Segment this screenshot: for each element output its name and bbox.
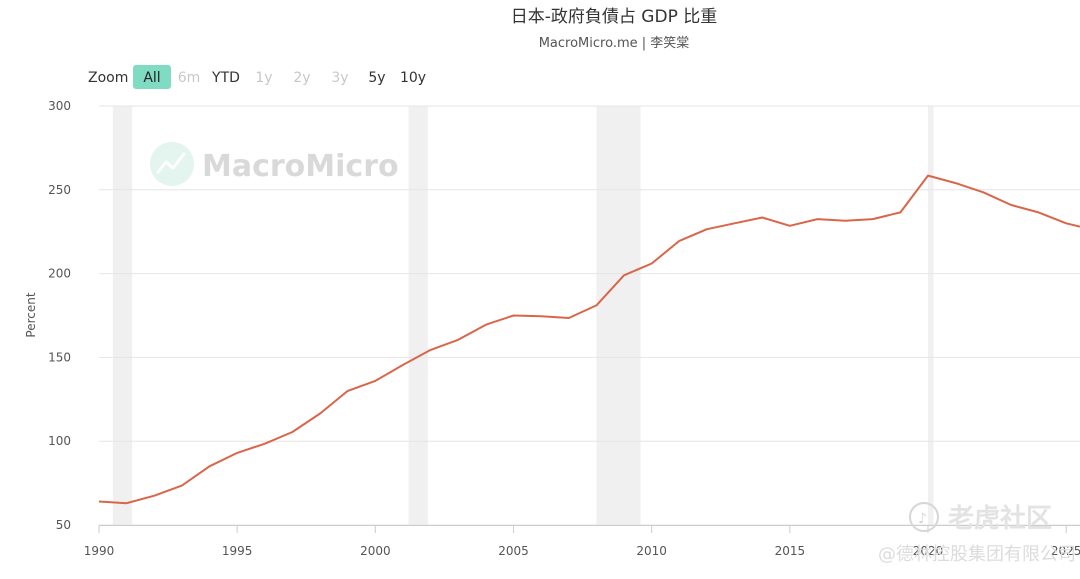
tiger-glyph: ♪	[918, 511, 927, 527]
recession-bands	[112, 106, 934, 525]
x-tick-label: 1990	[84, 544, 115, 558]
zoom-button-5y[interactable]: 5y	[368, 70, 385, 86]
community-watermark-text: 老虎社区	[948, 503, 1052, 534]
x-tick-label: 2015	[775, 544, 806, 558]
x-tick-label: 2010	[636, 544, 667, 558]
community-watermark: ♪ 老虎社区	[909, 502, 1052, 534]
macromicro-watermark-text: MacroMicro	[202, 149, 399, 184]
series-line	[98, 174, 1080, 505]
x-tick-label: 2025	[1051, 544, 1080, 558]
x-tick-label: 2020	[913, 544, 944, 558]
chart-subtitle: MacroMicro.me | 李笑棠	[539, 35, 690, 51]
company-watermark-text: @德林控股集团有限公司	[878, 544, 1076, 565]
zoom-button-3y[interactable]: 3y	[331, 70, 348, 86]
recession-band	[112, 106, 133, 525]
zoom-button-6m[interactable]: 6m	[178, 70, 201, 86]
zoom-label: Zoom	[88, 70, 128, 86]
macromicro-watermark: MacroMicro	[150, 142, 399, 186]
y-tick-label: 50	[56, 518, 71, 532]
y-axis-ticks: 50 100 150 200 250 300	[48, 99, 71, 532]
recession-band	[408, 106, 428, 525]
zoom-button-all[interactable]: All	[143, 70, 160, 86]
y-tick-label: 250	[48, 183, 71, 197]
tiger-community-icon	[909, 502, 939, 532]
y-tick-label: 150	[48, 350, 71, 364]
zoom-button-ytd[interactable]: YTD	[211, 70, 240, 86]
x-tick-label: 2005	[498, 544, 529, 558]
y-tick-label: 100	[48, 434, 71, 448]
x-axis: 1990 1995 2000 2005 2010 2015 2020 2025	[84, 525, 1080, 558]
recession-band	[928, 106, 934, 525]
zoom-button-all-bg[interactable]	[133, 65, 171, 89]
x-tick-label: 2000	[360, 544, 391, 558]
logo-chart-glyph	[156, 152, 186, 174]
macromicro-logo-icon	[150, 142, 194, 186]
y-axis-title: Percent	[24, 292, 38, 337]
x-tick-label: 1995	[222, 544, 253, 558]
y-tick-label: 300	[48, 99, 71, 113]
y-tick-label: 200	[48, 267, 71, 281]
chart-title: 日本-政府負債占 GDP 比重	[511, 7, 717, 27]
recession-band	[596, 106, 641, 525]
zoom-button-10y[interactable]: 10y	[400, 70, 426, 86]
zoom-button-2y[interactable]: 2y	[293, 70, 310, 86]
zoom-button-1y[interactable]: 1y	[255, 70, 272, 86]
zoom-controls: Zoom All 6m YTD 1y 2y 3y 5y 10y	[88, 65, 426, 89]
